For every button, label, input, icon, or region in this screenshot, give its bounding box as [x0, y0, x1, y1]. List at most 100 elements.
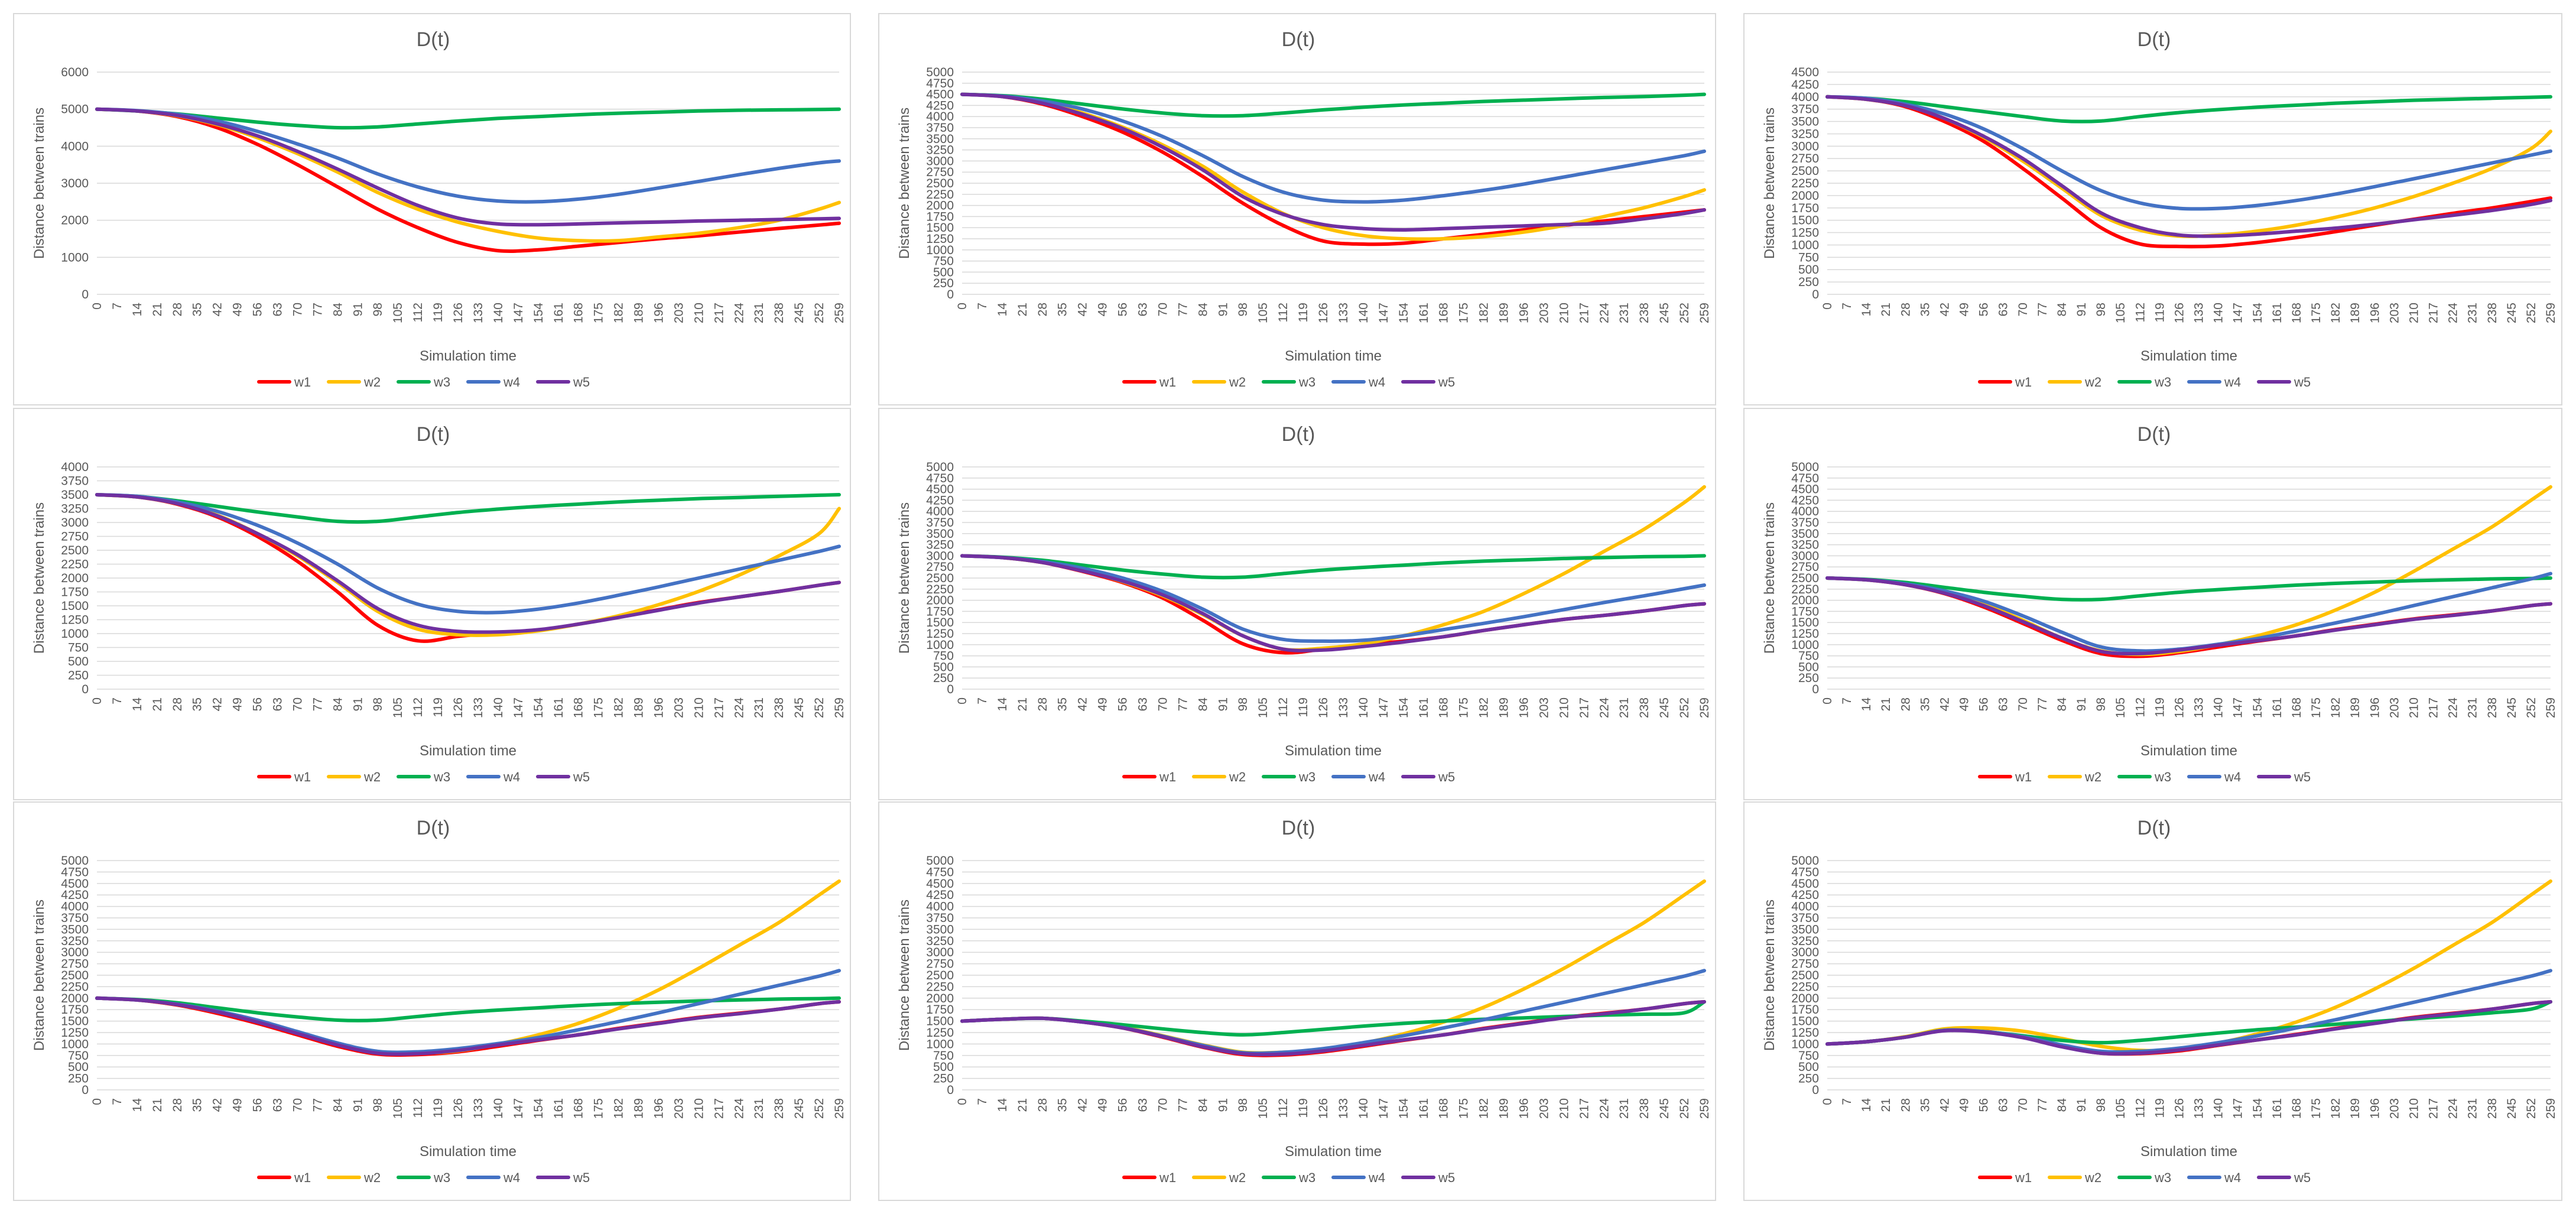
x-tick-label: 42 [1938, 697, 1951, 711]
x-tick-label: 21 [151, 303, 164, 316]
x-tick-label: 98 [371, 1098, 385, 1112]
x-tick-label: 175 [2309, 303, 2323, 323]
x-tick-label: 98 [2094, 697, 2108, 711]
x-tick-label: 42 [211, 1098, 225, 1112]
x-tick-label: 252 [813, 1098, 826, 1119]
x-tick-label: 161 [2270, 1098, 2284, 1119]
x-tick-label: 105 [391, 303, 405, 323]
series-line-w4 [960, 554, 1706, 643]
x-tick-label: 84 [331, 1098, 345, 1112]
x-tick-label: 0 [1821, 697, 1834, 705]
x-tick-label: 203 [2387, 1098, 2401, 1119]
x-tick-label: 224 [732, 303, 746, 323]
x-tick-label: 182 [2329, 303, 2343, 323]
x-tick-label: 126 [2172, 1098, 2186, 1119]
x-tick-label: 147 [512, 1098, 525, 1119]
y-tick-label: 2000 [61, 214, 89, 228]
y-tick-label: 500 [933, 265, 954, 279]
legend-label: w5 [573, 375, 590, 389]
x-tick-label: 35 [1918, 1098, 1932, 1112]
y-tick-label: 2000 [926, 594, 954, 608]
y-tick-label: 2000 [1791, 189, 1819, 203]
y-tick-label: 2250 [926, 583, 954, 596]
x-tick-label: 126 [1317, 303, 1330, 323]
x-tick-label: 7 [976, 697, 989, 705]
x-tick-label: 7 [111, 1098, 124, 1105]
x-tick-label: 63 [1136, 303, 1150, 316]
x-tick-label: 28 [171, 1098, 184, 1112]
y-tick-label: 250 [1798, 671, 1819, 685]
y-tick-label: 3500 [1791, 527, 1819, 541]
x-tick-label: 98 [2094, 1098, 2108, 1112]
y-tick-label: 0 [82, 683, 89, 696]
x-tick-label: 203 [672, 1098, 686, 1119]
series-line-w3 [95, 996, 841, 1023]
series-line-w3 [1825, 95, 2552, 124]
x-tick-label: 168 [572, 1098, 586, 1119]
x-tick-label: 14 [131, 697, 144, 712]
chart-panel: D(t) 0 250 500 750 1000 1250 1500 1750 2000 2250 25… [878, 801, 1716, 1201]
x-tick-label: 168 [1437, 697, 1451, 718]
legend-label: w2 [1229, 770, 1246, 784]
y-tick-label: 3500 [61, 923, 89, 936]
x-tick-label: 217 [1577, 1098, 1591, 1119]
y-tick-label: 5000 [61, 854, 89, 868]
y-tick-label: 3500 [1791, 923, 1819, 936]
x-tick-label: 203 [672, 303, 686, 323]
y-tick-label: 3000 [61, 946, 89, 959]
legend-label: w1 [1159, 1170, 1176, 1185]
x-tick-label: 91 [351, 697, 365, 711]
y-tick-label: 4500 [1791, 483, 1819, 496]
x-tick-label: 147 [2231, 1098, 2245, 1119]
y-tick-label: 3250 [926, 538, 954, 552]
x-tick-label: 112 [1276, 303, 1290, 322]
legend-label: w5 [1438, 375, 1455, 389]
x-tick-label: 56 [251, 697, 265, 711]
y-tick-label: 5000 [926, 460, 954, 474]
x-tick-label: 119 [1297, 1098, 1310, 1118]
x-tick-label: 49 [1096, 697, 1110, 711]
y-tick-label: 250 [68, 669, 89, 683]
x-tick-label: 182 [1477, 697, 1491, 718]
y-tick-label: 1500 [926, 1015, 954, 1028]
series-line-w4 [960, 92, 1706, 204]
x-tick-label: 77 [311, 1098, 324, 1112]
y-tick-label: 1000 [1791, 638, 1819, 652]
x-tick-label: 217 [712, 1098, 726, 1119]
y-tick-label: 2500 [926, 177, 954, 190]
x-tick-label: 105 [2114, 1098, 2127, 1119]
y-tick-label: 1500 [1791, 214, 1819, 228]
x-tick-label: 217 [2427, 303, 2441, 323]
y-tick-label: 3000 [926, 154, 954, 168]
x-tick-label: 42 [1076, 303, 1090, 316]
x-tick-label: 35 [1918, 697, 1932, 711]
legend-label: w2 [1229, 1170, 1246, 1185]
x-tick-label: 98 [371, 697, 385, 711]
x-tick-label: 231 [2466, 697, 2480, 718]
x-tick-label: 63 [1997, 697, 2010, 711]
y-tick-label: 0 [1812, 1083, 1819, 1097]
y-tick-label: 4000 [1791, 90, 1819, 104]
x-tick-label: 105 [1256, 697, 1270, 718]
y-tick-label: 4000 [1791, 505, 1819, 518]
y-tick-label: 1750 [61, 586, 89, 599]
x-tick-label: 140 [2212, 1098, 2226, 1119]
y-tick-label: 2000 [926, 199, 954, 213]
y-tick-label: 3250 [1791, 934, 1819, 948]
x-tick-label: 168 [2290, 697, 2304, 718]
x-tick-label: 224 [732, 1098, 746, 1119]
x-tick-label: 238 [1638, 303, 1651, 323]
y-tick-label: 0 [82, 1083, 89, 1097]
x-tick-label: 56 [1116, 1098, 1130, 1112]
y-axis-title: Distance between trains [1762, 900, 1778, 1051]
x-tick-label: 238 [772, 1098, 786, 1119]
y-tick-label: 3250 [1791, 127, 1819, 141]
series-line-w1 [95, 493, 841, 643]
x-tick-label: 133 [2192, 1098, 2206, 1119]
x-tick-label: 189 [2348, 697, 2362, 718]
x-tick-label: 217 [1577, 303, 1591, 323]
x-tick-label: 196 [1517, 1098, 1531, 1119]
x-tick-label: 140 [1357, 303, 1370, 323]
x-tick-label: 210 [692, 1098, 706, 1119]
